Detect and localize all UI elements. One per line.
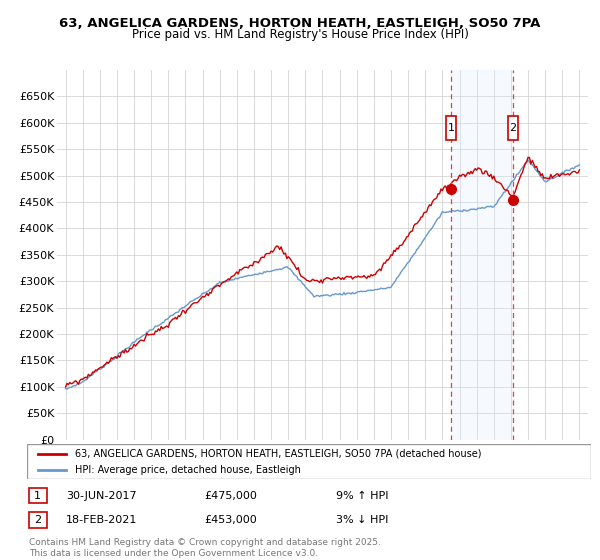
Text: 9% ↑ HPI: 9% ↑ HPI bbox=[336, 491, 389, 501]
Bar bbox=[451, 70, 513, 440]
Text: 1: 1 bbox=[34, 491, 41, 501]
Text: £475,000: £475,000 bbox=[204, 491, 257, 501]
Text: 1: 1 bbox=[448, 123, 454, 133]
Text: 2: 2 bbox=[509, 123, 517, 133]
Text: £453,000: £453,000 bbox=[204, 515, 257, 525]
Bar bbox=[446, 116, 456, 139]
Bar bbox=[508, 116, 518, 139]
Text: 30-JUN-2017: 30-JUN-2017 bbox=[66, 491, 137, 501]
Text: 2: 2 bbox=[34, 515, 41, 525]
Text: Contains HM Land Registry data © Crown copyright and database right 2025.
This d: Contains HM Land Registry data © Crown c… bbox=[29, 538, 380, 558]
Text: 63, ANGELICA GARDENS, HORTON HEATH, EASTLEIGH, SO50 7PA: 63, ANGELICA GARDENS, HORTON HEATH, EAST… bbox=[59, 17, 541, 30]
Text: 3% ↓ HPI: 3% ↓ HPI bbox=[336, 515, 388, 525]
Text: HPI: Average price, detached house, Eastleigh: HPI: Average price, detached house, East… bbox=[75, 465, 301, 475]
Text: 18-FEB-2021: 18-FEB-2021 bbox=[66, 515, 137, 525]
Text: Price paid vs. HM Land Registry's House Price Index (HPI): Price paid vs. HM Land Registry's House … bbox=[131, 28, 469, 41]
Text: 63, ANGELICA GARDENS, HORTON HEATH, EASTLEIGH, SO50 7PA (detached house): 63, ANGELICA GARDENS, HORTON HEATH, EAST… bbox=[75, 449, 481, 459]
